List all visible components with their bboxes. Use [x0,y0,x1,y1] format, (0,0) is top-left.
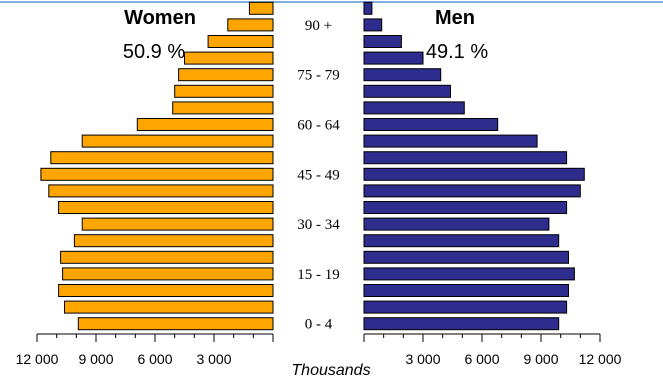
women-bar [227,18,274,32]
age-group-labels: 0 - 4 15 - 19 30 - 34 45 - 49 60 - 64 75 - 79… [297,18,340,333]
men-bar [363,18,383,32]
men-bars [363,1,585,331]
women-bar [48,184,274,198]
men-bar [363,284,569,297]
women-x-axis: 12 000 9 000 6 000 3 000 [16,333,274,367]
women-bar [40,167,274,181]
men-bar [363,51,424,65]
age-group-label: 15 - 19 [297,267,340,283]
age-group-label: 30 - 34 [297,217,340,233]
women-bar [207,35,274,48]
women-bar [184,51,274,65]
women-bar [58,201,274,214]
men-bar [363,35,402,48]
men-bar [363,184,581,198]
age-group-label: 75 - 79 [297,68,340,84]
men-bar [363,84,451,98]
age-group-label: 0 - 4 [305,317,333,333]
women-bar [81,217,274,231]
men-x-axis: 3 000 6 000 9 000 12 000 [363,333,622,367]
women-x-tick-label: 6 000 [137,351,172,367]
men-bar [363,68,442,82]
x-axis-unit-label: Thousands [291,362,370,379]
women-bar [174,84,274,98]
men-bar [363,134,538,148]
men-bar [363,201,568,214]
women-bar [81,134,274,148]
women-title: Women [124,7,196,29]
men-bar [363,300,568,314]
women-bars [40,1,274,331]
men-bar [363,101,465,115]
men-x-tick-label: 3 000 [405,351,440,367]
men-bar [363,1,373,15]
men-bar [363,167,585,181]
women-bar [178,68,274,82]
women-bar [73,234,274,248]
men-bar [363,250,569,264]
women-x-tick-label: 12 000 [16,351,59,367]
women-bar [60,250,274,264]
men-share: 49.1 % [426,41,488,63]
men-bar [363,151,568,165]
men-title: Men [435,7,475,29]
men-x-tick-label: 12 000 [579,351,622,367]
men-bar [363,267,575,281]
men-bar [363,217,550,231]
men-x-tick-label: 9 000 [523,351,558,367]
age-group-label: 60 - 64 [297,118,340,134]
women-bar [64,300,274,314]
women-bar [248,1,274,15]
women-bar [58,284,274,297]
men-bar [363,118,499,131]
women-bar [77,317,274,331]
women-bar [50,151,274,165]
men-x-tick-label: 6 000 [464,351,499,367]
women-bar [62,267,274,281]
men-bar [363,317,560,331]
women-x-tick-label: 9 000 [78,351,113,367]
age-group-label: 45 - 49 [297,167,340,183]
women-bar [136,118,274,131]
women-x-tick-label: 3 000 [196,351,231,367]
men-bar [363,234,560,248]
women-bar [172,101,274,115]
women-share: 50.9 % [123,41,185,63]
age-group-label: 90 + [305,18,332,34]
